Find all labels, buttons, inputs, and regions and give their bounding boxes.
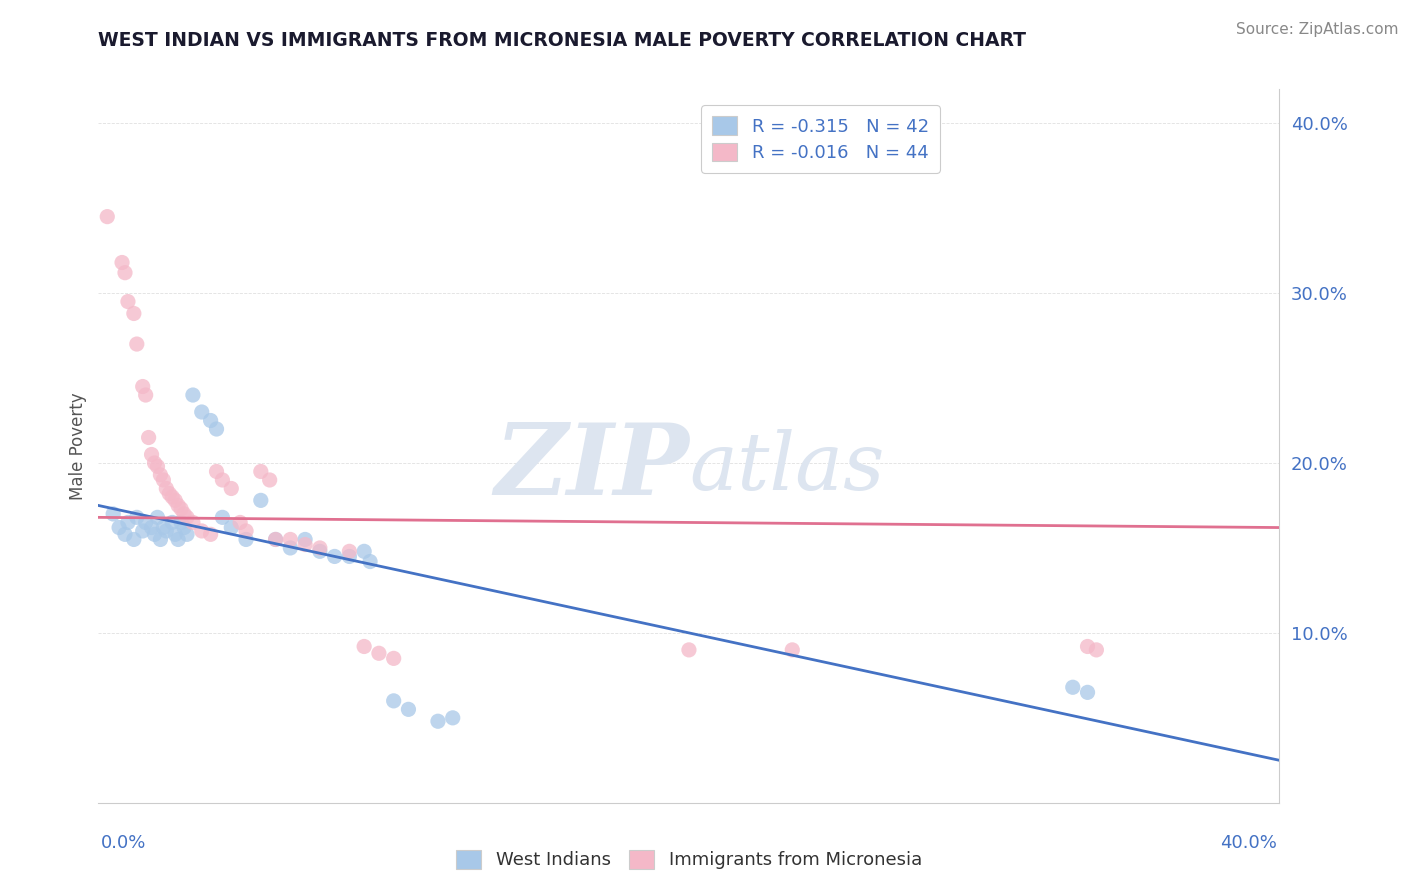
Text: WEST INDIAN VS IMMIGRANTS FROM MICRONESIA MALE POVERTY CORRELATION CHART: WEST INDIAN VS IMMIGRANTS FROM MICRONESI… — [98, 31, 1026, 50]
Point — [235, 524, 257, 538]
Point — [353, 640, 375, 654]
Point — [111, 255, 134, 269]
Point — [176, 527, 198, 541]
Point — [205, 465, 228, 479]
Point — [229, 516, 252, 530]
Point — [359, 555, 381, 569]
Point — [323, 549, 346, 564]
Point — [181, 388, 204, 402]
Point — [122, 533, 145, 547]
Point — [122, 306, 145, 320]
Point — [396, 702, 419, 716]
Point — [141, 448, 163, 462]
Point — [678, 643, 700, 657]
Point — [149, 533, 172, 547]
Point — [309, 541, 332, 555]
Point — [170, 501, 193, 516]
Text: atlas: atlas — [689, 429, 884, 506]
Point — [382, 694, 405, 708]
Point — [96, 210, 118, 224]
Point — [368, 646, 391, 660]
Point — [108, 520, 131, 534]
Point — [382, 651, 405, 665]
Point — [1077, 685, 1099, 699]
Point — [259, 473, 281, 487]
Point — [162, 490, 183, 504]
Legend: West Indians, Immigrants from Micronesia: West Indians, Immigrants from Micronesia — [447, 841, 931, 879]
Point — [173, 507, 195, 521]
Point — [353, 544, 375, 558]
Point — [146, 510, 169, 524]
Point — [165, 493, 187, 508]
Point — [117, 294, 139, 309]
Point — [1085, 643, 1108, 657]
Point — [135, 388, 157, 402]
Point — [782, 643, 804, 657]
Point — [235, 533, 257, 547]
Point — [143, 456, 166, 470]
Point — [162, 516, 183, 530]
Point — [146, 459, 169, 474]
Point — [250, 465, 273, 479]
Text: 0.0%: 0.0% — [101, 834, 146, 852]
Point — [205, 422, 228, 436]
Point — [132, 524, 155, 538]
Point — [149, 467, 172, 482]
Point — [152, 520, 174, 534]
Point — [219, 520, 242, 534]
Point — [191, 524, 214, 538]
Point — [337, 544, 360, 558]
Y-axis label: Male Poverty: Male Poverty — [69, 392, 87, 500]
Point — [103, 507, 125, 521]
Point — [211, 510, 233, 524]
Point — [138, 430, 160, 444]
Point — [181, 516, 204, 530]
Point — [117, 516, 139, 530]
Point — [219, 482, 242, 496]
Point — [1077, 640, 1099, 654]
Point — [250, 493, 273, 508]
Point — [211, 473, 233, 487]
Text: Source: ZipAtlas.com: Source: ZipAtlas.com — [1236, 22, 1399, 37]
Point — [114, 527, 136, 541]
Legend: R = -0.315   N = 42, R = -0.016   N = 44: R = -0.315 N = 42, R = -0.016 N = 44 — [702, 105, 939, 173]
Point — [294, 533, 316, 547]
Point — [264, 533, 287, 547]
Point — [155, 482, 177, 496]
Point — [135, 516, 157, 530]
Text: 40.0%: 40.0% — [1220, 834, 1277, 852]
Point — [264, 533, 287, 547]
Text: ZIP: ZIP — [494, 419, 689, 516]
Point — [441, 711, 464, 725]
Point — [294, 537, 316, 551]
Point — [173, 520, 195, 534]
Point — [170, 516, 193, 530]
Point — [125, 510, 148, 524]
Point — [191, 405, 214, 419]
Point — [1062, 680, 1084, 694]
Point — [427, 714, 450, 729]
Point — [114, 266, 136, 280]
Point — [176, 510, 198, 524]
Point — [167, 499, 190, 513]
Point — [132, 379, 155, 393]
Point — [165, 527, 187, 541]
Point — [309, 544, 332, 558]
Point — [337, 549, 360, 564]
Point — [200, 527, 222, 541]
Point — [141, 520, 163, 534]
Point — [143, 527, 166, 541]
Point — [152, 473, 174, 487]
Point — [278, 541, 302, 555]
Point — [278, 533, 302, 547]
Point — [157, 486, 180, 500]
Point — [200, 413, 222, 427]
Point — [125, 337, 148, 351]
Point — [155, 524, 177, 538]
Point — [167, 533, 190, 547]
